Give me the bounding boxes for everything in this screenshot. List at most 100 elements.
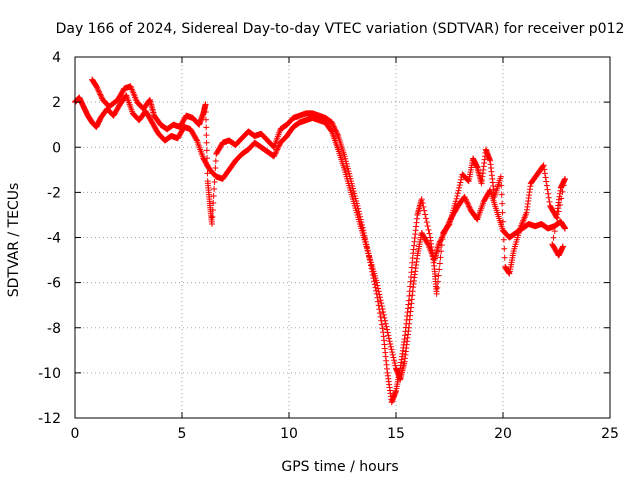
data-point-interp: [362, 235, 369, 242]
data-point-interp: [98, 94, 105, 101]
x-tick-label: 10: [280, 426, 298, 442]
data-point-interp: [375, 298, 382, 305]
data-point-interp: [500, 227, 507, 234]
data-point-interp: [392, 362, 399, 369]
data-point-interp: [380, 311, 387, 318]
data-point-interp: [385, 332, 392, 339]
data-point: [373, 290, 380, 297]
data-point-interp: [355, 208, 362, 215]
data-point: [380, 308, 387, 315]
x-tick-label: 0: [71, 426, 80, 442]
data-point-interp: [378, 303, 385, 310]
data-point-interp: [498, 191, 505, 198]
x-tick-label: 15: [387, 426, 405, 442]
y-axis-label: SDTVAR / TECUs: [6, 183, 22, 298]
x-tick-label: 5: [178, 426, 187, 442]
series-1: [89, 76, 569, 406]
data-point-interp: [499, 209, 506, 216]
data-point-interp: [209, 206, 216, 213]
data-point-interp: [358, 219, 365, 226]
data-point-interp: [500, 236, 507, 243]
data-point-interp: [356, 211, 363, 218]
data-point-interp: [540, 163, 547, 170]
data-point-interp: [357, 216, 364, 223]
data-point-interp: [378, 317, 385, 324]
data-point: [540, 162, 547, 169]
data-point-interp: [362, 238, 369, 245]
data-point-interp: [560, 182, 567, 189]
data-point-interp: [355, 205, 362, 212]
data-point-interp: [438, 248, 445, 255]
data-point-interp: [434, 278, 441, 285]
data-point-interp: [358, 221, 365, 228]
data-point-interp: [94, 86, 101, 93]
data-point-interp: [436, 266, 443, 273]
y-tick-label: -4: [47, 231, 61, 247]
data-point-interp: [555, 208, 562, 215]
data-point-interp: [204, 170, 211, 177]
data-point: [452, 198, 459, 205]
data-point-interp: [542, 174, 549, 181]
data-point: [208, 220, 215, 227]
data-point-interp: [333, 130, 340, 137]
data-point-interp: [456, 182, 463, 189]
data-point-interp: [384, 326, 391, 333]
data-point-interp: [377, 313, 384, 320]
data-point-interp: [272, 149, 279, 156]
data-point-interp: [370, 275, 377, 282]
data-point-interp: [421, 207, 428, 214]
data-point-interp: [456, 184, 463, 191]
data-point-interp: [330, 122, 337, 129]
data-point-interp: [272, 150, 279, 157]
data-point-interp: [420, 203, 427, 210]
x-tick-label: 25: [601, 426, 619, 442]
data-point-interp: [95, 87, 102, 94]
data-point-interp: [331, 124, 338, 131]
data-point-interp: [377, 297, 384, 304]
data-point-interp: [466, 204, 473, 211]
data-point: [360, 229, 367, 236]
data-point-interp: [558, 195, 565, 202]
data-point-interp: [211, 185, 218, 192]
data-point: [435, 241, 442, 248]
data-point-interp: [545, 194, 552, 201]
data-point-interp: [556, 202, 563, 209]
data-point-interp: [465, 202, 472, 209]
data-point-interp: [97, 91, 104, 98]
chart-title: Day 166 of 2024, Sidereal Day-to-day VTE…: [56, 21, 625, 37]
data-point-interp: [203, 132, 210, 139]
data-point-interp: [96, 90, 103, 97]
data-point-interp: [364, 244, 371, 251]
data-point-interp: [463, 197, 470, 204]
data-point-interp: [436, 260, 443, 267]
data-point-interp: [334, 131, 341, 138]
data-point-interp: [559, 188, 566, 195]
data-point-interp: [435, 272, 442, 279]
data-point-interp: [366, 253, 373, 260]
data-point-interp: [365, 250, 372, 257]
data-point-interp: [457, 179, 464, 186]
data-point: [202, 101, 209, 108]
data-point-interp: [462, 195, 469, 202]
data-point-interp: [204, 162, 211, 169]
data-point-interp: [367, 262, 374, 269]
data-point-interp: [374, 294, 381, 301]
y-tick-label: -10: [38, 366, 61, 382]
data-point-interp: [210, 192, 217, 199]
data-point-interp: [464, 200, 471, 207]
data-point-interp: [424, 222, 431, 229]
data-point-interp: [212, 165, 219, 172]
data-point-interp: [97, 92, 104, 99]
data-point: [559, 243, 566, 250]
data-points: [72, 76, 569, 406]
data-point-interp: [553, 221, 560, 228]
data-point-interp: [383, 323, 390, 330]
data-point-interp: [499, 200, 506, 207]
data-point: [386, 338, 393, 345]
data-point-interp: [203, 147, 210, 154]
data-point-interp: [211, 178, 218, 185]
data-point-interp: [366, 256, 373, 263]
data-point-interp: [382, 320, 389, 327]
data-point-interp: [202, 116, 209, 123]
data-point-interp: [550, 234, 557, 241]
